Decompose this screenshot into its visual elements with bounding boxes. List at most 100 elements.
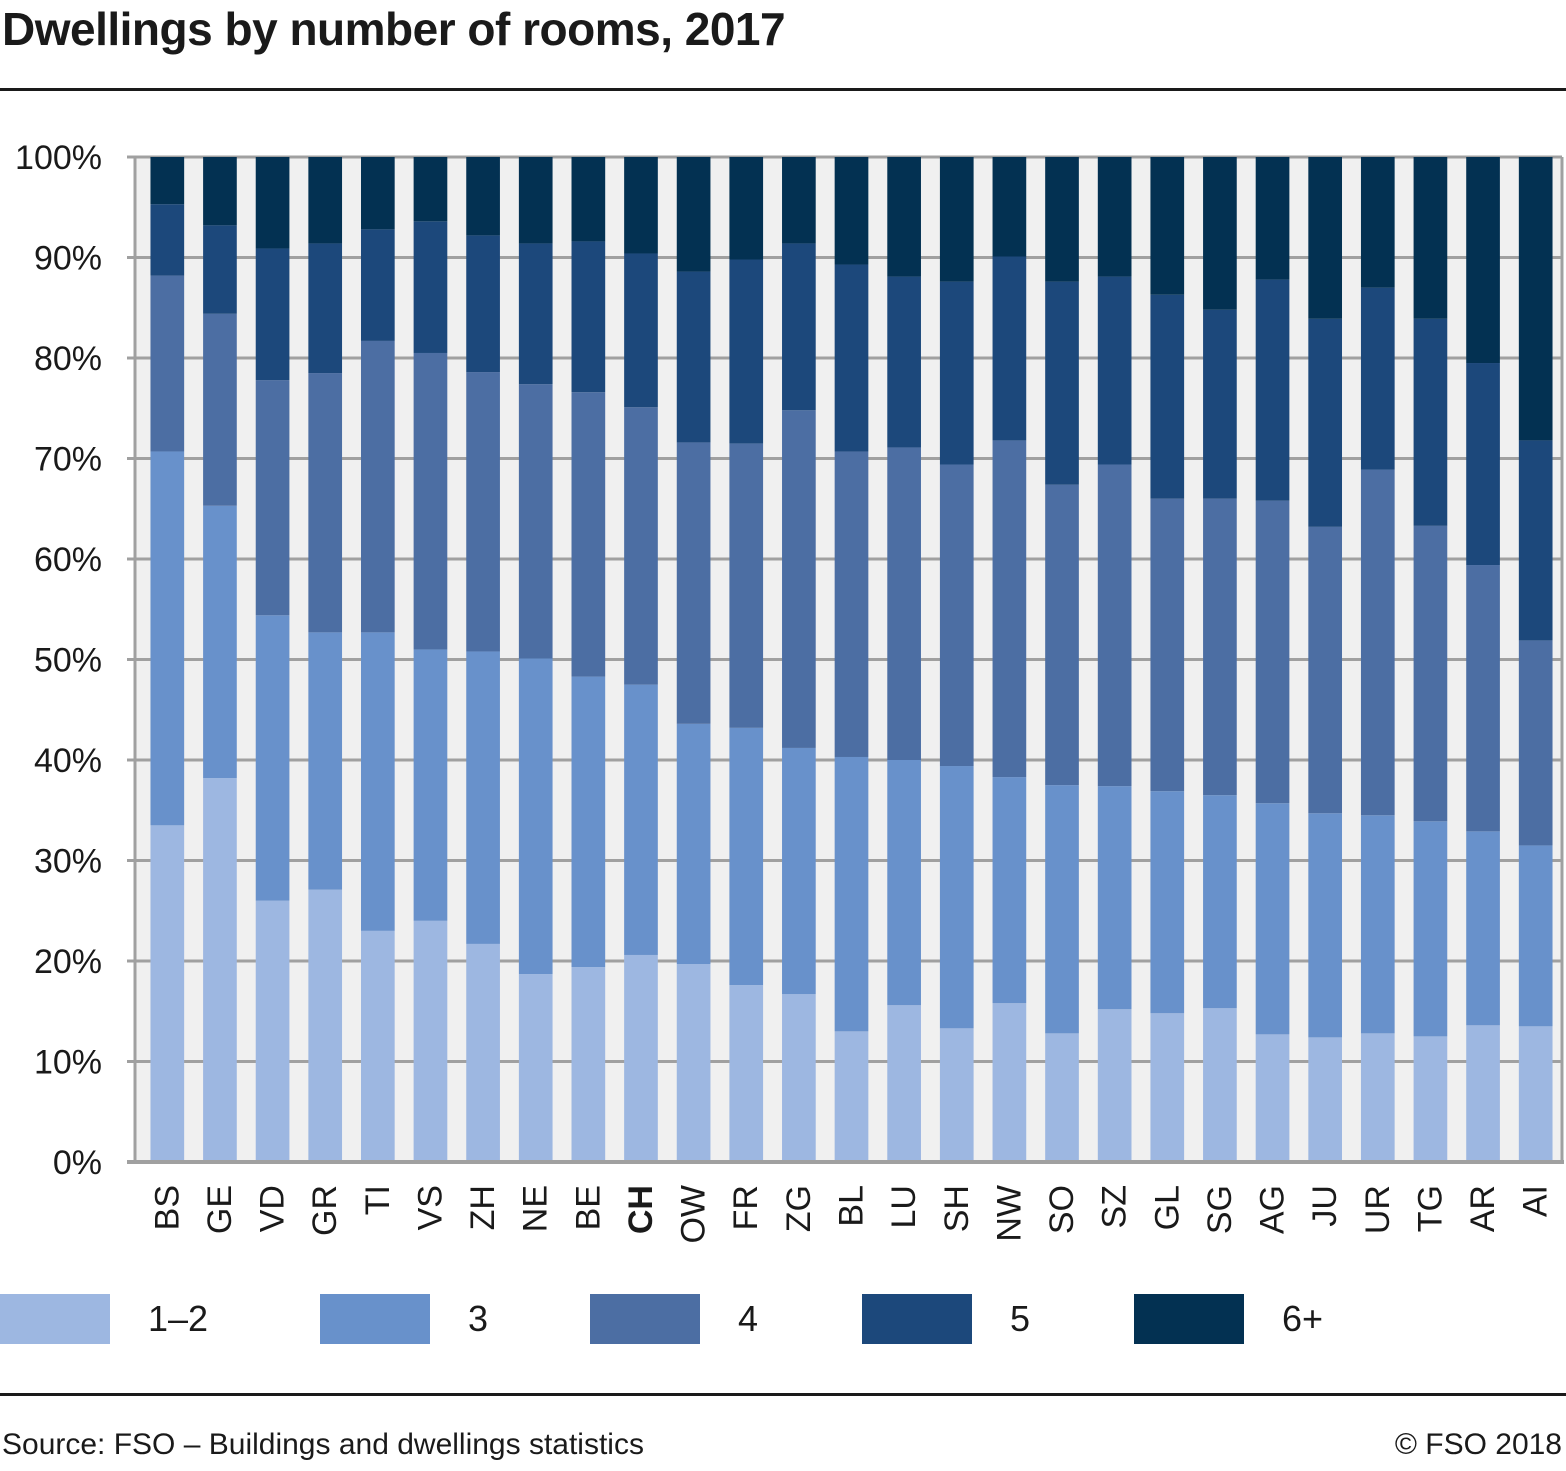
x-tick-label: BE xyxy=(569,1185,607,1230)
bar-segment xyxy=(308,632,343,890)
bar-segment xyxy=(1360,469,1395,816)
bar-segment xyxy=(1308,318,1343,527)
bar-segment xyxy=(1360,1033,1395,1162)
bar-segment xyxy=(1255,279,1290,501)
bar-segment xyxy=(360,229,395,341)
legend-swatch xyxy=(1134,1294,1244,1344)
bar-segment xyxy=(624,684,658,955)
bar-segment xyxy=(360,157,395,230)
bar-segment xyxy=(1413,1036,1448,1162)
x-tick-label: CH xyxy=(622,1185,660,1234)
y-tick-label: 90% xyxy=(34,240,102,278)
bar-segment xyxy=(729,985,764,1162)
y-tick-label: 20% xyxy=(34,943,102,981)
bar-segment xyxy=(466,651,500,944)
x-tick-label: NW xyxy=(990,1185,1028,1242)
x-tick-label: TG xyxy=(1411,1185,1449,1232)
bar-segment xyxy=(834,756,869,1032)
x-tick-label: JU xyxy=(1306,1185,1344,1227)
bar-segment xyxy=(676,157,711,272)
x-tick-label: AG xyxy=(1254,1185,1292,1234)
legend-swatch xyxy=(590,1294,700,1344)
bar-segment xyxy=(413,352,448,650)
bar-segment xyxy=(834,157,869,265)
bar-segment xyxy=(1255,1034,1290,1162)
bar-segment xyxy=(676,271,711,443)
bar-segment xyxy=(150,157,185,205)
bar-segment xyxy=(571,967,606,1162)
bar-segment xyxy=(1045,484,1079,786)
bar-segment xyxy=(834,451,869,757)
bar-segment xyxy=(203,157,237,226)
bar-segment xyxy=(308,373,343,633)
bar-segment xyxy=(992,440,1027,778)
bar-segment xyxy=(255,248,290,381)
stacked-bar-chart: 0% 10% 20% 30% 40% 50% 60% 70% 80% 90% 100% BS GE VD G… xyxy=(15,139,1564,1244)
x-tick-label: OW xyxy=(675,1185,713,1244)
chart-title: Dwellings by number of rooms, 2017 xyxy=(2,3,786,55)
legend-label: 5 xyxy=(1010,1298,1031,1339)
bar-segment xyxy=(782,157,816,244)
bar-segment xyxy=(1413,525,1448,822)
x-tick-label: SG xyxy=(1201,1185,1239,1234)
bar-segment xyxy=(1413,318,1448,526)
legend-item-1-2: 1–2 xyxy=(0,1293,208,1345)
bar-segment xyxy=(1518,1026,1553,1162)
bar-segment xyxy=(729,443,764,728)
x-tick-label: SZ xyxy=(1096,1185,1134,1228)
x-tick-label: GR xyxy=(306,1185,344,1236)
bar-segment xyxy=(255,380,290,616)
bar-segment xyxy=(360,340,395,633)
bar-segment xyxy=(308,157,343,244)
bar-segment xyxy=(518,658,553,975)
bar-segment xyxy=(1203,795,1237,1009)
bar-segment xyxy=(887,276,921,448)
x-tick-label: BS xyxy=(148,1185,186,1230)
bar-segment xyxy=(1150,294,1185,499)
bar-segment xyxy=(571,241,606,393)
bar-segment xyxy=(1413,821,1448,1037)
bar-segment xyxy=(1360,157,1395,288)
bar-segment xyxy=(150,275,185,452)
bar-segment xyxy=(887,447,921,760)
bar-segment xyxy=(729,259,764,444)
y-tick-label: 30% xyxy=(34,843,102,881)
bar-segment xyxy=(1518,440,1553,641)
bar-segment xyxy=(1466,565,1500,832)
legend-swatch xyxy=(320,1294,430,1344)
bar-segment xyxy=(624,954,658,1162)
bar-segment xyxy=(360,930,395,1162)
bar-segment xyxy=(150,451,185,826)
source-note: Source: FSO – Buildings and dwellings st… xyxy=(2,1428,644,1461)
bar-segment xyxy=(518,384,553,659)
bar-segment xyxy=(571,392,606,677)
bar-segment xyxy=(1150,1013,1185,1162)
x-tick-label: GE xyxy=(201,1185,239,1234)
y-tick-label: 10% xyxy=(34,1044,102,1082)
legend-item-5: 5 xyxy=(862,1293,1030,1345)
y-tick-label: 80% xyxy=(34,340,102,378)
x-tick-label: AI xyxy=(1517,1185,1555,1217)
bar-segment xyxy=(466,372,500,652)
bar-segment xyxy=(992,256,1027,441)
legend-item-4: 4 xyxy=(590,1293,758,1345)
bar-segment xyxy=(1308,1037,1343,1162)
bar-segment xyxy=(1255,803,1290,1035)
bar-segment xyxy=(1045,281,1079,485)
bar-segment xyxy=(887,1005,921,1162)
bar-segment xyxy=(1308,813,1343,1038)
bar-segment xyxy=(1097,464,1132,787)
bar-segment xyxy=(571,676,606,968)
bar-segment xyxy=(413,649,448,921)
bar-segment xyxy=(255,157,290,249)
bar-segment xyxy=(1203,157,1237,310)
x-tick-label: SO xyxy=(1043,1185,1081,1234)
bar-segment xyxy=(1255,157,1290,280)
bar-segment xyxy=(150,825,185,1162)
bar-segment xyxy=(729,727,764,986)
legend-item-6plus: 6+ xyxy=(1134,1293,1323,1345)
legend-label: 3 xyxy=(468,1298,489,1339)
bar-segment xyxy=(1150,791,1185,1014)
bar-segment xyxy=(834,264,869,452)
x-tick-label: LU xyxy=(885,1185,923,1228)
